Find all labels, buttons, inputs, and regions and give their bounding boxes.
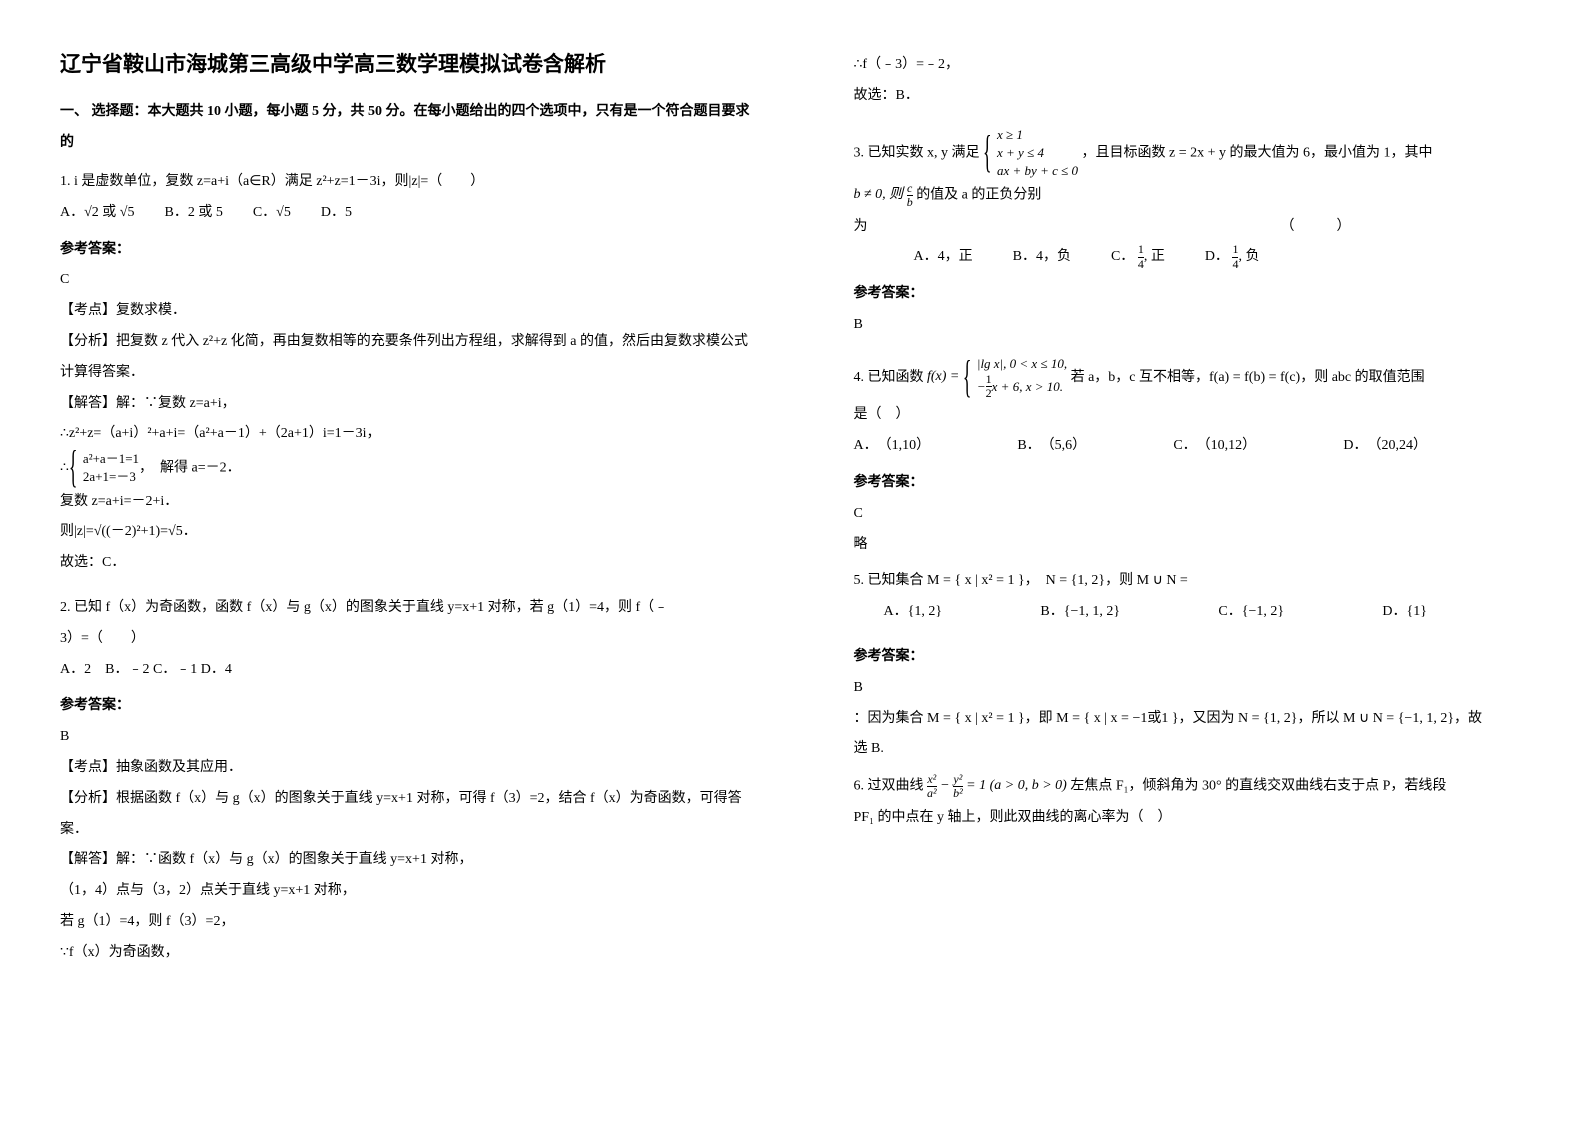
q2-answer: B — [60, 722, 754, 753]
q1-brace-line2: 2a+1=－3 — [83, 468, 139, 486]
q2-options: A．2 B．﹣2 C．﹣1 D．4 — [60, 655, 754, 686]
q4-answer-heading: 参考答案： — [854, 468, 1548, 499]
q4-stem-c: 是（ ） — [854, 400, 1548, 431]
q3-options: A．4，正 B．4，负 C． 1 4 , 正 D． 1 4 , 负 — [854, 242, 1548, 273]
q4-opt-c: C． （10,12） — [1173, 431, 1256, 462]
q2-point: 【考点】抽象函数及其应用． — [60, 753, 754, 784]
q2-solve-5: ∴f（﹣3）=﹣2， — [854, 50, 1548, 81]
q3-answer: B — [854, 310, 1548, 341]
q3-answer-heading: 参考答案： — [854, 279, 1548, 310]
q1-solve-3-tail: ， 解得 a=－2． — [139, 461, 241, 476]
q3-stem-line3: 为 （ ） — [854, 212, 1548, 243]
q6-stem-b: = 1 (a > 0, b > 0) — [966, 771, 1067, 802]
q5-answer: B — [854, 673, 1548, 704]
section-1-heading: 一、 选择题：本大题共 10 小题，每小题 5 分，共 50 分。在每小题给出的… — [60, 97, 754, 159]
q2-stem-2: 3）=（ ） — [60, 624, 754, 655]
q3-frac-cb: c b — [907, 182, 913, 209]
q1-solve-4: 复数 z=a+i=－2+i． — [60, 487, 754, 518]
q4-opt-b: B． （5,6） — [1017, 431, 1086, 462]
q6-stem-line1: 6. 过双曲线 x² a² − y² b² = 1 (a > 0, b > 0)… — [854, 771, 1548, 802]
q1-point: 【考点】复数求模． — [60, 296, 754, 327]
q4-brace: |lg x|, 0 < x ≤ 10, −12x + 6, x > 10. — [963, 355, 1067, 401]
q1-solve-6: 故选：C． — [60, 548, 754, 579]
q4-stem-b: 若 a，b，c 互不相等，f(a) = f(b) = f(c)，则 abc 的取… — [1071, 370, 1425, 385]
q3-brace-1: x ≥ 1 — [997, 126, 1078, 144]
q6-stem-line2: PF₁ 的中点在 y 轴上，则此双曲线的离心率为（ ） — [854, 803, 1548, 834]
q2-solve-6: 故选：B． — [854, 81, 1548, 112]
q1-opt-a: A．√2 或 √5 — [60, 198, 134, 229]
q4-stem-line1: 4. 已知函数 f(x) = |lg x|, 0 < x ≤ 10, −12x … — [854, 355, 1548, 401]
q3-opt-b: B．4，负 — [1013, 242, 1071, 273]
q1-answer-heading: 参考答案： — [60, 235, 754, 266]
q3-optd-tail: , 负 — [1238, 249, 1259, 264]
document-title: 辽宁省鞍山市海城第三高级中学高三数学理模拟试卷含解析 — [60, 50, 754, 79]
q5-options: A．{1, 2} B．{−1, 1, 2} C．{−1, 2} D．{1} — [854, 597, 1548, 628]
q4-note: 略 — [854, 530, 1548, 561]
q4-options: A． （1,10） B． （5,6） C． （10,12） D． （20,24） — [854, 431, 1548, 462]
q3-optc-pre: C． — [1111, 249, 1134, 264]
q4-answer: C — [854, 499, 1548, 530]
q5-explain-1: ：因为集合 M = { x | x² = 1 }，即 M = { x | x =… — [854, 704, 1548, 735]
q3-frac-num: c — [907, 182, 913, 195]
q1-opt-b: B．2 或 5 — [164, 198, 222, 229]
q2-answer-heading: 参考答案： — [60, 691, 754, 722]
q4-opt-d: D． （20,24） — [1343, 431, 1427, 462]
q3-opt-a: A．4，正 — [914, 242, 973, 273]
q3-stem-line2: b ≠ 0, 则 c b 的值及 a 的正负分别 — [854, 180, 1548, 211]
q5-opt-a: A．{1, 2} — [884, 597, 943, 628]
q3-stem-c-tail: 的值及 a 的正负分别 — [916, 188, 1041, 203]
q3-stem-a: 3. 已知实数 x, y 满足 — [854, 145, 980, 160]
q3-frac-den: b — [907, 195, 913, 209]
left-column: 辽宁省鞍山市海城第三高级中学高三数学理模拟试卷含解析 一、 选择题：本大题共 1… — [0, 0, 794, 1122]
q3-opt-c: C． 1 4 , 正 — [1111, 242, 1165, 273]
q2-solve-2: （1，4）点与（3，2）点关于直线 y=x+1 对称， — [60, 876, 754, 907]
q5-stem: 5. 已知集合 M = { x | x² = 1 }， N = {1, 2}，则… — [854, 566, 1548, 597]
q1-analysis: 【分析】把复数 z 代入 z²+z 化简，再由复数相等的充要条件列出方程组，求解… — [60, 327, 754, 389]
q5-explain-2: 选 B. — [854, 734, 1548, 765]
q1-brace: a²+a－1=1 2a+1=－3 — [69, 450, 139, 486]
q4-opt-a: A． （1,10） — [854, 431, 931, 462]
q1-opt-c: C．√5 — [253, 198, 291, 229]
q1-solve-3: ∴ a²+a－1=1 2a+1=－3 ， 解得 a=－2． — [60, 450, 754, 486]
q2-solve-3: 若 g（1）=4，则 f（3）=2， — [60, 907, 754, 938]
q3-brace-2: x + y ≤ 4 — [997, 144, 1078, 162]
q6-stem-c: 左焦点 F₁，倾斜角为 30° 的直线交双曲线右支于点 P，若线段 — [1070, 779, 1446, 794]
q3-stem-c-pre: b ≠ 0, 则 — [854, 180, 904, 211]
q1-options: A．√2 或 √5 B．2 或 5 C．√5 D．5 — [60, 198, 754, 229]
q1-opt-d: D．5 — [321, 198, 352, 229]
q5-answer-heading: 参考答案： — [854, 642, 1548, 673]
q3-stem-b: ，且目标函数 z = 2x + y 的最大值为 6，最小值为 1，其中 — [1082, 145, 1433, 160]
q3-optc-tail: , 正 — [1144, 249, 1165, 264]
q4-fn-pre: f(x) = — [927, 362, 959, 393]
q3-brace-3: ax + by + c ≤ 0 — [997, 162, 1078, 180]
q2-analysis: 【分析】根据函数 f（x）与 g（x）的图象关于直线 y=x+1 对称，可得 f… — [60, 784, 754, 846]
q5-opt-c: C．{−1, 2} — [1218, 597, 1284, 628]
q2-solve-1: 【解答】解：∵函数 f（x）与 g（x）的图象关于直线 y=x+1 对称， — [60, 845, 754, 876]
q4-stem-a: 4. 已知函数 — [854, 370, 924, 385]
q3-brace: x ≥ 1 x + y ≤ 4 ax + by + c ≤ 0 — [983, 126, 1078, 181]
q6-minus: − — [940, 771, 949, 802]
right-column: ∴f（﹣3）=﹣2， 故选：B． 3. 已知实数 x, y 满足 x ≥ 1 x… — [794, 0, 1587, 1122]
q3-optd-pre: D． — [1205, 249, 1229, 264]
q1-stem: 1. i 是虚数单位，复数 z=a+i（a∈R）满足 z²+z=1－3i，则|z… — [60, 167, 754, 198]
q2-stem-1: 2. 已知 f（x）为奇函数，函数 f（x）与 g（x）的图象关于直线 y=x+… — [60, 593, 754, 624]
q5-opt-d: D．{1} — [1382, 597, 1427, 628]
q3-stem-line1: 3. 已知实数 x, y 满足 x ≥ 1 x + y ≤ 4 ax + by … — [854, 126, 1548, 181]
q5-opt-b: B．{−1, 1, 2} — [1040, 597, 1120, 628]
q4-brace-1: |lg x|, 0 < x ≤ 10, — [977, 355, 1067, 373]
q1-answer: C — [60, 265, 754, 296]
q3-opt-d: D． 1 4 , 负 — [1205, 242, 1260, 273]
q1-solve-1: 【解答】解：∵复数 z=a+i， — [60, 389, 754, 420]
q6-frac1: x² a² — [927, 773, 937, 800]
q1-solve-5: 则|z|=√((－2)²+1)=√5． — [60, 517, 754, 548]
q2-solve-4: ∵f（x）为奇函数， — [60, 938, 754, 969]
q1-solve-2: ∴z²+z=（a+i）²+a+i=（a²+a－1）+（2a+1）i=1－3i， — [60, 419, 754, 450]
q1-brace-line1: a²+a－1=1 — [83, 450, 139, 468]
q6-stem-a: 6. 过双曲线 — [854, 779, 924, 794]
q6-frac2: y² b² — [953, 773, 963, 800]
q4-brace-2: −12x + 6, x > 10. — [977, 373, 1067, 400]
